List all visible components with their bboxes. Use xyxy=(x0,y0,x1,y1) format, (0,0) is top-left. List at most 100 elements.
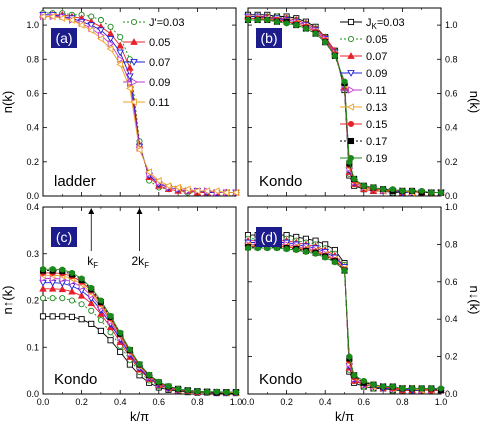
y-tick-label: 0.4 xyxy=(445,123,458,133)
data-point xyxy=(126,73,134,81)
y-tick-label: 0.8 xyxy=(445,239,458,249)
panel-annotation: Kondo xyxy=(259,173,302,190)
data-point xyxy=(58,285,67,293)
data-point xyxy=(88,284,95,291)
data-point xyxy=(183,185,191,193)
data-point xyxy=(78,275,85,282)
panel-label-box xyxy=(51,227,77,247)
data-point xyxy=(107,23,114,30)
legend-entry: 0.05 xyxy=(149,37,170,49)
data-point xyxy=(97,297,104,304)
data-point xyxy=(116,60,124,69)
data-point xyxy=(380,186,387,193)
data-point xyxy=(68,287,76,295)
data-point xyxy=(164,181,172,190)
legend-entry: 0.11 xyxy=(149,97,170,109)
data-point xyxy=(97,327,104,334)
legend-marker xyxy=(347,52,355,59)
data-point xyxy=(360,182,367,189)
y-tick-label: 0.0 xyxy=(445,191,458,201)
legend-entry-j: J xyxy=(366,17,372,29)
y-tick-label: 0.1 xyxy=(26,342,39,352)
data-point xyxy=(254,16,261,24)
data-point xyxy=(331,259,338,266)
data-point xyxy=(437,189,445,196)
data-point xyxy=(223,389,230,396)
data-point xyxy=(136,361,143,368)
legend-entry: J'=0.03 xyxy=(149,17,184,29)
y-tick-label: 0.3 xyxy=(26,249,39,259)
y-tick-label: 0.0 xyxy=(445,389,458,399)
data-point xyxy=(88,320,95,327)
legend-marker xyxy=(347,154,355,162)
y-axis-label: n↑(k) xyxy=(0,286,15,315)
data-point xyxy=(418,385,425,392)
x-tick-label: 0.4 xyxy=(114,397,127,407)
panel-a: 0.0 0.2 0.4 0.6 0.8 1.0 n(k) (a) ladder J'=0.03 0.… xyxy=(0,7,240,201)
data-point xyxy=(194,388,201,395)
x-tick-label: 0.4 xyxy=(319,397,332,407)
y-tick-label: 0.6 xyxy=(26,88,39,98)
legend: JK=0.03 0.05 0.07 0.09 0.11 0.13 0.15 0.17 0.19 xyxy=(340,17,405,165)
panel-label: (a) xyxy=(55,30,72,46)
y-tick-label: 0.4 xyxy=(445,314,458,324)
data-point xyxy=(203,187,210,195)
data-point xyxy=(165,383,172,390)
legend-marker xyxy=(130,98,137,106)
series-line xyxy=(248,234,441,391)
data-point xyxy=(117,34,124,41)
data-point xyxy=(78,316,85,323)
data-point xyxy=(126,346,133,353)
data-point xyxy=(322,39,329,46)
data-point xyxy=(59,313,66,320)
data-point xyxy=(222,188,230,197)
data-point xyxy=(341,78,348,85)
legend-entry: 0.07 xyxy=(366,51,387,63)
legend-marker xyxy=(130,18,138,26)
panel-label-box xyxy=(51,28,77,48)
panel-annotation: Kondo xyxy=(259,371,302,388)
y-tick-label: 0.4 xyxy=(26,123,39,133)
data-point xyxy=(244,245,252,252)
x-tick-label: 0.0 xyxy=(37,397,50,407)
legend-marker xyxy=(131,78,138,86)
data-point xyxy=(87,22,96,30)
data-point xyxy=(39,313,47,320)
data-point xyxy=(232,389,240,396)
data-point xyxy=(351,372,358,379)
data-point xyxy=(213,388,220,395)
data-point xyxy=(312,250,319,257)
kf-label-main: k xyxy=(87,254,94,268)
data-point xyxy=(117,348,124,355)
data-point xyxy=(212,187,220,195)
data-point xyxy=(331,52,338,59)
y-tick-label: 0.6 xyxy=(445,277,458,287)
two-kf-label-main: 2k xyxy=(132,254,146,268)
data-point xyxy=(193,187,201,195)
data-point xyxy=(39,12,46,21)
two-kf-label-sub: F xyxy=(144,261,149,270)
data-point xyxy=(370,184,377,191)
data-point xyxy=(39,295,47,302)
x-tick-label: 0.2 xyxy=(280,397,293,407)
data-point xyxy=(106,35,115,43)
kf-arrow-icon xyxy=(136,208,143,214)
legend-marker xyxy=(130,59,138,66)
legend-entry-sub: K xyxy=(372,22,378,31)
two-kf-label: 2kF xyxy=(132,254,150,270)
legend-marker xyxy=(347,120,355,128)
data-point xyxy=(48,284,57,292)
data-point xyxy=(87,299,96,307)
data-point xyxy=(302,25,309,32)
data-point xyxy=(408,385,416,392)
data-point xyxy=(107,337,114,344)
y-tick-label: 0.2 xyxy=(26,157,39,167)
data-point xyxy=(341,267,348,274)
data-point xyxy=(264,16,271,24)
x-tick-label: 0.8 xyxy=(191,397,204,407)
x-tick-label: 0.6 xyxy=(358,397,371,407)
legend-marker xyxy=(347,137,355,145)
panel-annotation: Kondo xyxy=(54,371,97,388)
legend-entry: 0.05 xyxy=(366,34,387,46)
y-tick-label: 0.8 xyxy=(445,54,458,64)
